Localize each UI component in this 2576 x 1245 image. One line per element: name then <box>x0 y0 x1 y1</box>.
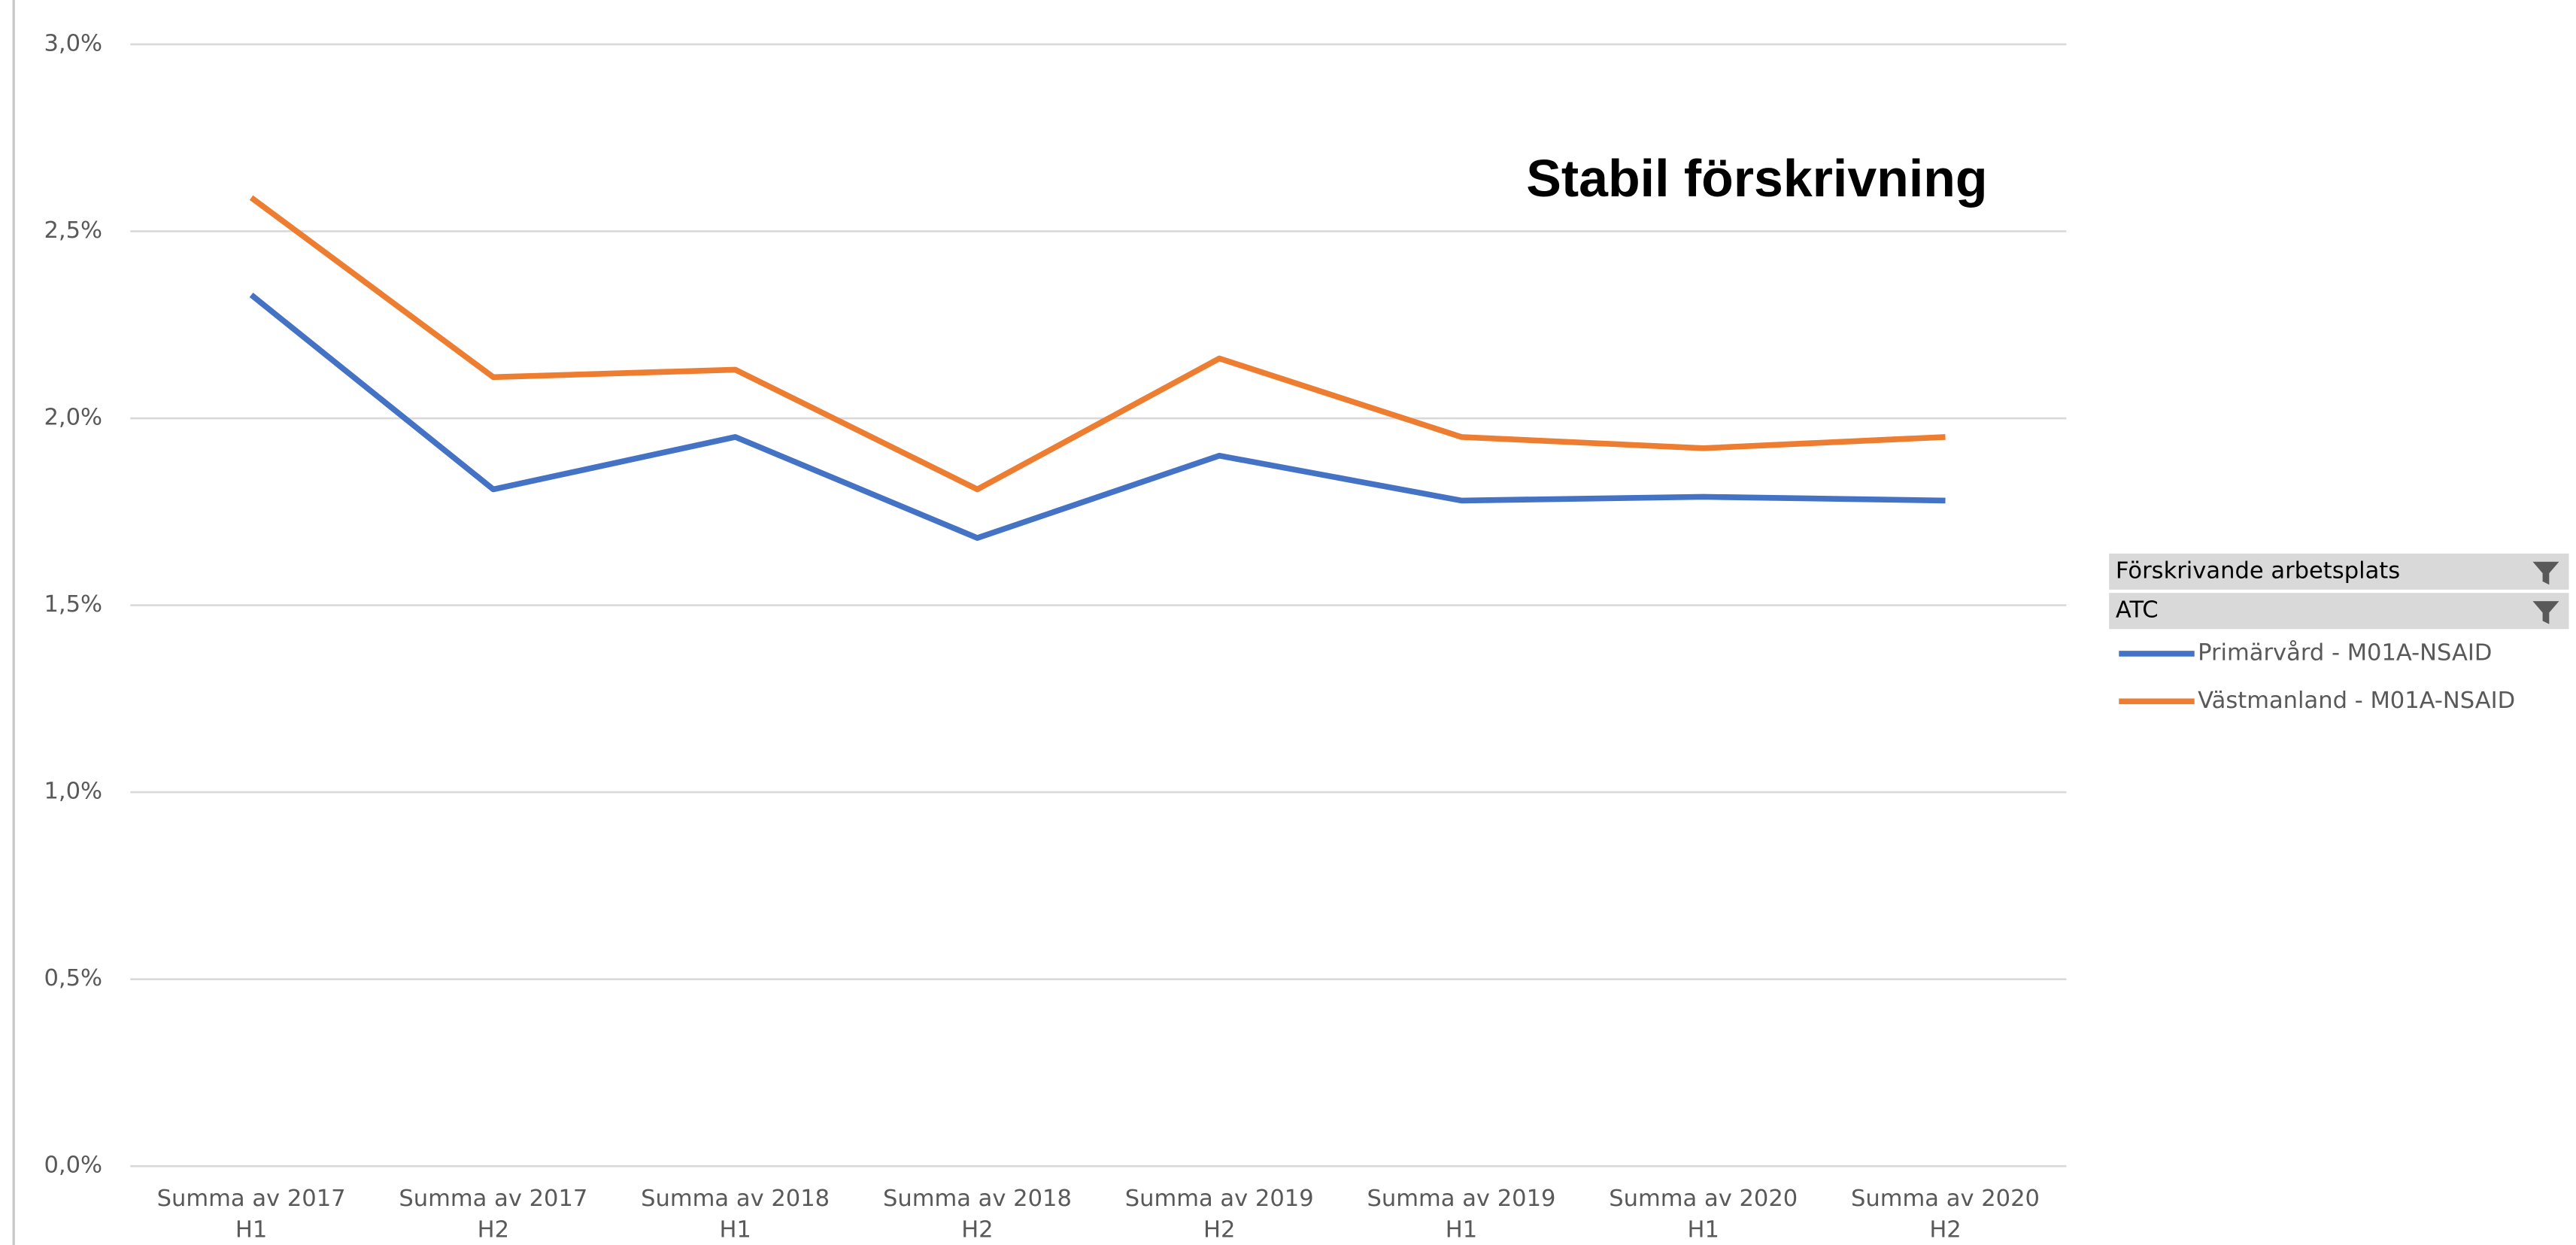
filter-icon[interactable] <box>2532 561 2559 585</box>
x-tick-label: Summa av 2017 H2 <box>399 1185 587 1242</box>
filter-button[interactable] <box>2109 593 2569 630</box>
filter-button[interactable] <box>2109 553 2569 590</box>
filter[interactable]: ATC <box>2109 593 2569 630</box>
y-tick-label: 2,0% <box>44 405 102 431</box>
y-tick-label: 3,0% <box>44 30 102 56</box>
x-tick-label: Summa av 2018 H1 <box>641 1185 830 1242</box>
x-tick-label: Summa av 2019 H2 <box>1125 1185 1314 1242</box>
y-tick-label: 1,0% <box>44 779 102 805</box>
series-line <box>249 293 1946 541</box>
y-tick-label: 0,0% <box>44 1152 102 1179</box>
filter-icon[interactable] <box>2532 601 2559 624</box>
annotation: Stabil förskrivning <box>1526 149 1987 208</box>
y-tick-label: 2,5% <box>44 217 102 244</box>
filter-label[interactable]: ATC <box>2116 597 2159 624</box>
series-line <box>249 195 1946 493</box>
x-tick-label: Summa av 2018 H2 <box>883 1185 1072 1242</box>
x-tick-label: Summa av 2020 H2 <box>1851 1185 2040 1242</box>
y-tick-label: 1,5% <box>44 591 102 618</box>
legend-label: Primärvård - M01A-NSAID <box>2198 639 2492 666</box>
legend-label: Västmanland - M01A-NSAID <box>2198 688 2515 714</box>
x-tick-label: Summa av 2017 H1 <box>157 1185 346 1242</box>
x-tick-label: Summa av 2020 H1 <box>1609 1185 1798 1242</box>
y-tick-label: 0,5% <box>44 965 102 991</box>
filter[interactable]: Förskrivande arbetsplats <box>2109 553 2569 590</box>
filter-label[interactable]: Förskrivande arbetsplats <box>2116 557 2400 584</box>
x-tick-label: Summa av 2019 H1 <box>1367 1185 1556 1242</box>
